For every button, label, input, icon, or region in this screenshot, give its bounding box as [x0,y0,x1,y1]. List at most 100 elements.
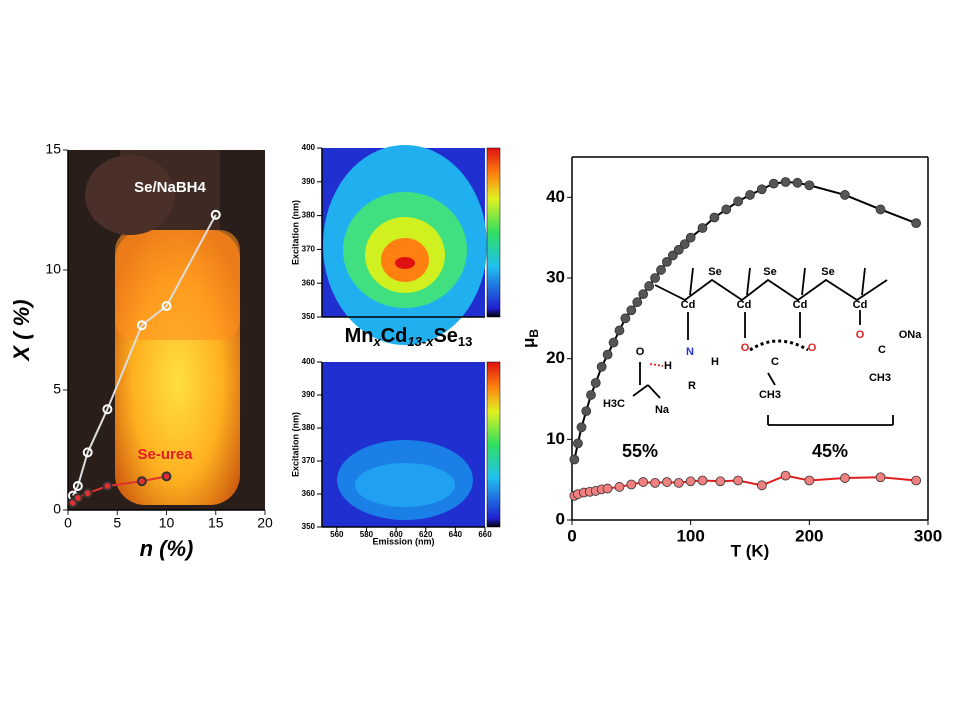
y-tick-label: 10 [546,429,565,448]
y-tick-label: 15 [45,141,61,157]
x-axis-label: n (%) [140,536,194,561]
data-point [875,204,886,215]
data-point [685,476,696,487]
data-point [82,447,93,458]
data-point [638,477,649,487]
y-tick-label: 380 [302,423,316,432]
title-part: Mn [345,325,374,347]
annotation: 45% [812,441,848,461]
data-point [709,212,720,223]
data-point [596,361,607,372]
structure-label: H3C [603,398,625,410]
data-point [626,305,637,316]
photo-background [68,150,265,510]
data-point [804,475,815,486]
structure-label: O [636,346,645,358]
data-point [685,232,696,243]
data-point [673,244,684,255]
data-point [602,483,613,494]
y-tick-label: 30 [546,267,565,286]
data-point [875,472,886,483]
y-tick-label: 10 [45,261,61,277]
structure-label: H [664,360,672,372]
data-point [569,454,580,465]
x-tick-label: 15 [208,515,224,531]
y-tick-label: 370 [302,456,316,465]
structure-label: CH3 [759,389,781,401]
x-tick-label: 0 [567,526,576,545]
annotation: 55% [622,441,658,461]
y-tick-label: 5 [53,381,61,397]
data-point [573,438,583,449]
data-point [911,475,922,486]
data-point [768,178,779,189]
y-axis-label: μB [519,329,541,348]
data-point [679,239,690,250]
y-tick-label: 350 [302,522,316,531]
data-point [656,265,666,275]
structure-label: Cd [681,299,696,311]
heatmap-top [322,145,501,345]
y-tick-label: 400 [302,357,316,366]
data-point [638,289,649,300]
data-point [608,337,619,348]
structure-label: Se [821,266,834,278]
title-part: Cd [381,325,408,347]
y-tick-label: 40 [546,187,565,206]
data-point [756,480,767,491]
data-point [82,488,93,499]
structure-label: CH3 [869,372,891,384]
data-point [780,470,791,481]
data-point [911,218,922,229]
data-point [210,209,221,220]
structure-bonds [632,267,894,426]
data-point [586,390,596,400]
x-tick-label: 0 [64,515,72,531]
structure-label: Cd [793,299,808,311]
structure-label: Se [763,266,776,278]
series-line [72,214,217,497]
data-point [650,273,660,283]
data-point [72,493,83,503]
data-point [745,190,755,200]
y-axis-label: Excitation (nm) [290,200,300,265]
structure-label: Cd [853,299,868,311]
data-point [602,349,613,360]
structure-label: H [711,356,719,368]
data-point [804,180,815,191]
x-tick-label: 5 [113,515,121,531]
data-point [733,196,744,207]
data-point [715,476,726,487]
data-point [662,477,672,487]
data-point [697,475,708,486]
structure-label: Na [655,404,670,416]
data-point [136,320,147,331]
series-line [573,474,917,497]
x-tick-label: 560 [330,530,344,539]
structure-label: O [808,342,817,354]
y-axis-label-part: B [527,329,541,338]
data-point [614,482,625,492]
data-point [136,476,147,487]
y-axis-label: Excitation (nm) [290,412,300,477]
y-tick-label: 20 [546,348,565,367]
y-tick-label: 400 [302,143,316,152]
data-point [673,477,684,488]
annotation: Se/NaBH4 [134,179,206,196]
data-point [721,204,732,215]
y-tick-label: 360 [302,278,316,287]
x-tick-label: 10 [159,515,175,531]
x-tick-label: 640 [449,530,463,539]
data-point [626,479,637,490]
data-point [620,313,631,324]
data-point [840,473,850,483]
structure-label: C [771,356,779,368]
data-point [632,297,643,308]
y-axis-label-part: μ [519,338,538,348]
data-point [650,477,660,488]
structure-label: Cd [737,299,752,311]
title-part: Se [433,325,457,347]
data-point [161,301,172,311]
title-part: x [373,334,382,349]
